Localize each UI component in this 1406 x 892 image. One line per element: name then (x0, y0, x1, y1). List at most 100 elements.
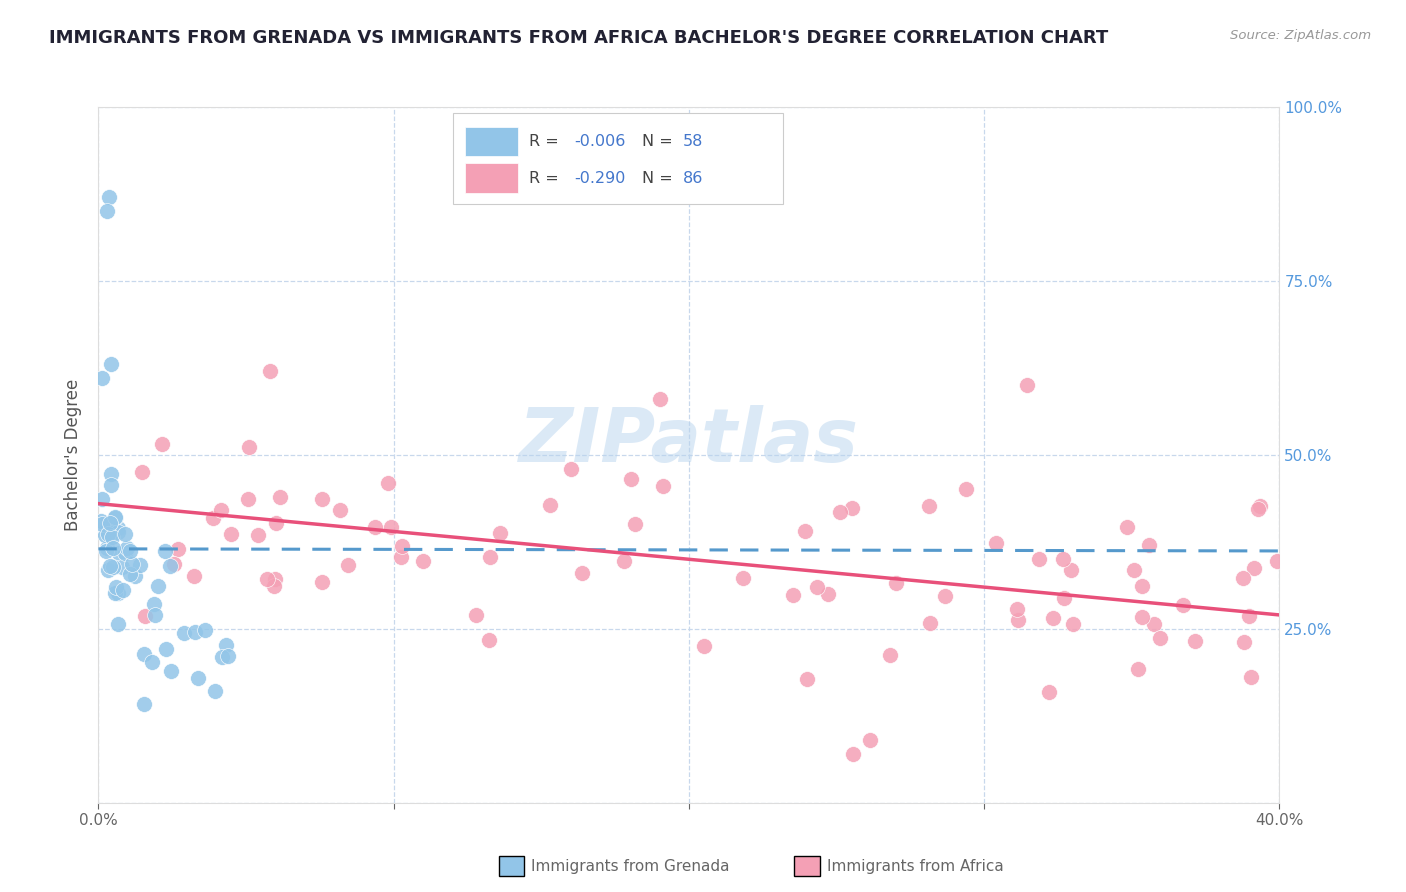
Point (148, 579, 170, 593)
Point (259, 364, 281, 378)
Point (238, 440, 260, 454)
Text: Immigrants from Africa: Immigrants from Africa (827, 859, 1004, 873)
Point (104, 509, 127, 524)
Point (389, 549, 412, 564)
Text: R =: R = (530, 170, 564, 186)
Point (143, 597, 166, 611)
Point (1005, 602, 1028, 616)
Point (858, 733, 880, 747)
Point (465, 607, 488, 622)
Point (100, 358, 122, 372)
Point (1128, 662, 1150, 676)
Point (884, 575, 907, 590)
Point (918, 616, 941, 631)
Point (1249, 499, 1271, 513)
Point (830, 505, 852, 519)
Point (391, 539, 413, 553)
Point (94, 544, 117, 558)
Point (1015, 378, 1038, 392)
Point (613, 554, 636, 568)
Point (1149, 632, 1171, 646)
Point (101, 531, 124, 545)
Point (560, 462, 582, 476)
Point (221, 526, 243, 541)
Point (129, 558, 152, 573)
Point (155, 642, 177, 657)
Point (209, 503, 232, 517)
Point (104, 586, 127, 600)
Point (1123, 563, 1146, 577)
Point (194, 623, 217, 637)
Point (134, 608, 156, 623)
Point (1232, 571, 1254, 585)
Text: -0.290: -0.290 (575, 170, 626, 186)
Point (238, 491, 260, 506)
Point (114, 526, 136, 541)
Text: -0.006: -0.006 (575, 134, 626, 149)
Point (183, 568, 205, 582)
Point (94, 523, 117, 537)
Point (412, 554, 434, 568)
Point (311, 574, 333, 589)
Point (364, 520, 387, 534)
Point (183, 625, 205, 640)
Point (879, 648, 901, 662)
Point (1007, 613, 1029, 627)
Point (112, 583, 135, 598)
Point (733, 571, 755, 585)
Point (100, 516, 122, 530)
Point (796, 672, 818, 686)
Point (1265, 554, 1288, 568)
Point (111, 560, 134, 574)
Point (1060, 563, 1083, 577)
Point (114, 546, 136, 560)
Point (150, 437, 173, 451)
Point (1052, 552, 1074, 566)
Text: Source: ZipAtlas.com: Source: ZipAtlas.com (1230, 29, 1371, 43)
Text: Immigrants from Grenada: Immigrants from Grenada (531, 859, 730, 873)
Point (380, 519, 402, 533)
Point (311, 492, 333, 507)
Point (1247, 502, 1270, 516)
Text: IMMIGRANTS FROM GRENADA VS IMMIGRANTS FROM AFRICA BACHELOR'S DEGREE CORRELATION : IMMIGRANTS FROM GRENADA VS IMMIGRANTS FR… (49, 29, 1108, 47)
Point (124, 569, 146, 583)
Point (538, 498, 561, 512)
Point (217, 648, 239, 663)
Point (1130, 579, 1153, 593)
Point (841, 500, 863, 515)
Point (141, 655, 163, 669)
Point (202, 511, 225, 525)
Point (115, 541, 138, 556)
Point (652, 479, 675, 493)
Point (108, 546, 131, 560)
Point (488, 525, 510, 540)
Text: ZIPatlas: ZIPatlas (519, 404, 859, 477)
Point (256, 572, 278, 586)
Point (1184, 634, 1206, 648)
Point (329, 503, 352, 517)
Point (97, 527, 120, 541)
Point (624, 516, 647, 531)
Point (160, 664, 183, 678)
FancyBboxPatch shape (453, 112, 783, 204)
Point (1116, 520, 1139, 534)
Point (478, 632, 501, 647)
Point (204, 684, 226, 698)
Point (96, 204, 118, 219)
Point (98, 558, 121, 573)
Point (650, 392, 672, 407)
Point (918, 499, 941, 513)
FancyBboxPatch shape (464, 127, 517, 156)
Point (337, 558, 360, 572)
Point (163, 558, 186, 572)
Point (101, 541, 124, 555)
Point (806, 580, 828, 594)
Point (1240, 670, 1263, 684)
Point (107, 521, 129, 535)
Point (934, 589, 956, 603)
Point (1062, 616, 1084, 631)
Point (173, 625, 195, 640)
Point (955, 482, 977, 496)
Point (264, 572, 287, 586)
Point (131, 465, 153, 479)
